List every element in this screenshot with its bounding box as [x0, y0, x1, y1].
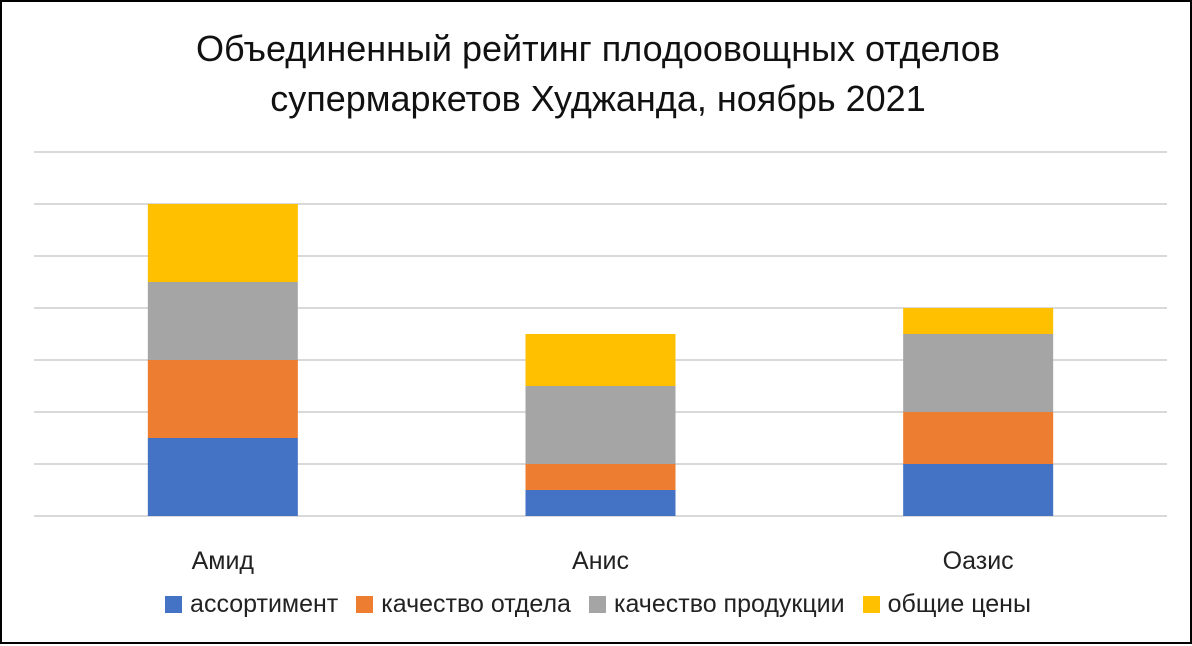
bar-segment [525, 334, 676, 386]
bar-segment [903, 464, 1054, 516]
bar-segment [147, 204, 298, 282]
bar-segment [147, 438, 298, 516]
chart-title-line-1: Объединенный рейтинг плодоовощных отдело… [196, 28, 1000, 69]
bar-segment [525, 386, 676, 464]
x-tick-label: Оазис [943, 547, 1014, 575]
legend-swatch [588, 596, 606, 613]
chart-legend: ассортимент качество отдела качество проду… [2, 590, 1192, 619]
x-tick-label: Амид [192, 547, 255, 575]
chart-title: Объединенный рейтинг плодоовощных отдело… [2, 24, 1192, 124]
legend-item: общие цены [862, 590, 1031, 619]
legend-item: качество отдела [356, 590, 571, 619]
legend-label: качество отдела [381, 590, 571, 618]
legend-label: ассортимент [190, 590, 339, 618]
legend-label: качество продукции [613, 590, 845, 618]
x-tick-label: Анис [572, 547, 629, 575]
legend-item: ассортимент [165, 590, 338, 619]
legend-swatch [862, 596, 880, 613]
legend-swatch [165, 596, 183, 613]
chart-title-line-2: супермаркетов Худжанда, ноябрь 2021 [270, 78, 926, 119]
bar-segment [903, 412, 1054, 464]
legend-swatch [356, 596, 374, 613]
bar-segment [525, 490, 676, 516]
bar-segment [903, 308, 1054, 334]
bar-segment [525, 464, 676, 490]
bar-segment [147, 282, 298, 360]
legend-item: качество продукции [588, 590, 845, 619]
legend-label: общие цены [887, 590, 1031, 618]
bar-segment [903, 334, 1054, 412]
bar-segment [147, 360, 298, 438]
